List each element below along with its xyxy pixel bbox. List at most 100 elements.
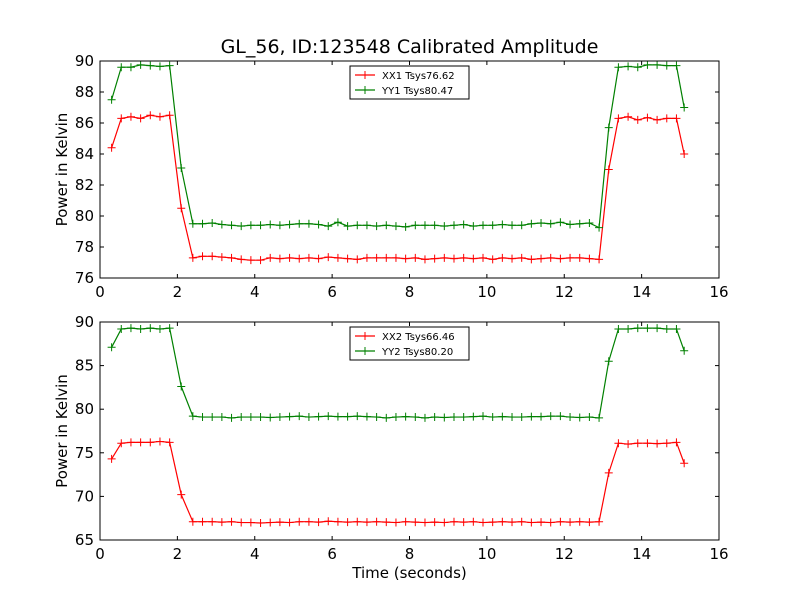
data-point-marker: [198, 413, 207, 422]
data-point-marker: [333, 517, 342, 526]
data-point-marker: [285, 518, 294, 527]
data-point-marker: [177, 163, 186, 172]
legend-marker: [361, 86, 369, 94]
data-point-marker: [353, 255, 362, 264]
data-point-marker: [595, 517, 604, 526]
data-point-marker: [353, 412, 362, 421]
y-tick-label: 75: [75, 444, 94, 462]
data-point-marker: [488, 413, 497, 422]
chart-title: GL_56, ID:123548 Calibrated Amplitude: [221, 36, 599, 58]
data-point-marker: [643, 113, 652, 122]
data-point-marker: [382, 518, 391, 527]
data-point-marker: [566, 253, 575, 262]
data-point-marker: [401, 254, 410, 263]
data-point-marker: [527, 412, 536, 421]
data-point-marker: [556, 218, 565, 227]
data-point-marker: [275, 413, 284, 422]
data-point-marker: [177, 204, 186, 213]
data-point-marker: [680, 346, 689, 355]
data-point-marker: [633, 439, 642, 448]
data-point-marker: [304, 253, 313, 262]
legend-marker: [361, 71, 369, 79]
data-point-marker: [208, 252, 217, 261]
data-point-marker: [575, 253, 584, 262]
data-point-marker: [672, 61, 681, 70]
data-point-marker: [333, 412, 342, 421]
data-point-marker: [208, 413, 217, 422]
data-point-marker: [546, 412, 555, 421]
legend: XX1 Tsys76.62 YY1 Tsys80.47: [349, 65, 470, 100]
data-point-marker: [546, 518, 555, 527]
data-point-marker: [662, 324, 671, 333]
data-point-marker: [217, 413, 226, 422]
data-point-marker: [324, 222, 333, 231]
data-point-marker: [420, 413, 429, 422]
data-point-marker: [362, 221, 371, 230]
data-point-marker: [266, 518, 275, 527]
data-point-marker: [117, 63, 126, 72]
data-point-marker: [353, 517, 362, 526]
data-point-marker: [333, 218, 342, 227]
data-point-marker: [575, 413, 584, 422]
legend-item: XX1 Tsys76.62: [355, 71, 455, 82]
legend-item: YY1 Tsys80.47: [355, 86, 453, 97]
data-point-marker: [653, 115, 662, 124]
data-point-marker: [343, 222, 352, 231]
data-point-marker: [343, 412, 352, 421]
data-point-marker: [188, 517, 197, 526]
y-tick-label: 70: [75, 487, 94, 505]
data-point-marker: [449, 254, 458, 263]
data-point-marker: [217, 253, 226, 262]
data-point-marker: [633, 324, 642, 333]
series-line: [111, 114, 685, 261]
data-point-marker: [662, 61, 671, 70]
data-point-marker: [324, 517, 333, 526]
data-point-marker: [136, 60, 145, 69]
data-point-marker: [624, 324, 633, 333]
data-point-marker: [266, 413, 275, 422]
data-point-marker: [508, 254, 517, 263]
data-point-marker: [566, 220, 575, 229]
y-axis-label: Power in Kelvin: [53, 374, 71, 488]
data-point-marker: [136, 114, 145, 123]
data-point-marker: [136, 324, 145, 333]
data-point-marker: [498, 253, 507, 262]
data-point-marker: [508, 413, 517, 422]
y-tick-label: 80: [75, 207, 94, 225]
legend-label: XX1 Tsys76.62: [382, 71, 455, 82]
legend-marker: [361, 332, 369, 340]
x-tick-label: 4: [250, 283, 260, 301]
data-point-marker: [643, 324, 652, 333]
data-point-marker: [126, 63, 135, 72]
data-point-marker: [672, 438, 681, 447]
data-point-marker: [556, 254, 565, 263]
data-point-marker: [256, 413, 265, 422]
data-point-marker: [614, 114, 623, 123]
data-point-marker: [343, 254, 352, 263]
y-tick-label: 76: [75, 269, 94, 287]
data-point-marker: [420, 518, 429, 527]
data-point-marker: [614, 324, 623, 333]
data-point-marker: [653, 439, 662, 448]
chart-panel-1: 0 2 4 6 8 10 12 14 16 76 78 80 82 84 86 88 90 Power in Ke…: [53, 36, 729, 301]
data-point-marker: [430, 221, 439, 230]
data-point-marker: [595, 255, 604, 264]
data-point-marker: [237, 413, 246, 422]
x-axis-label: Time (seconds): [351, 564, 467, 582]
data-point-marker: [440, 518, 449, 527]
series-line: [111, 440, 685, 524]
data-point-marker: [595, 223, 604, 232]
data-point-marker: [575, 517, 584, 526]
data-point-marker: [198, 252, 207, 261]
data-point-marker: [614, 439, 623, 448]
x-tick-label: 14: [632, 545, 651, 563]
data-point-marker: [324, 412, 333, 421]
x-tick-label: 2: [173, 283, 183, 301]
data-point-marker: [227, 413, 236, 422]
series-1-2: [107, 60, 689, 232]
legend-item: XX2 Tsys66.46: [355, 332, 455, 343]
data-point-marker: [449, 517, 458, 526]
data-point-marker: [595, 413, 604, 422]
data-point-marker: [304, 413, 313, 422]
